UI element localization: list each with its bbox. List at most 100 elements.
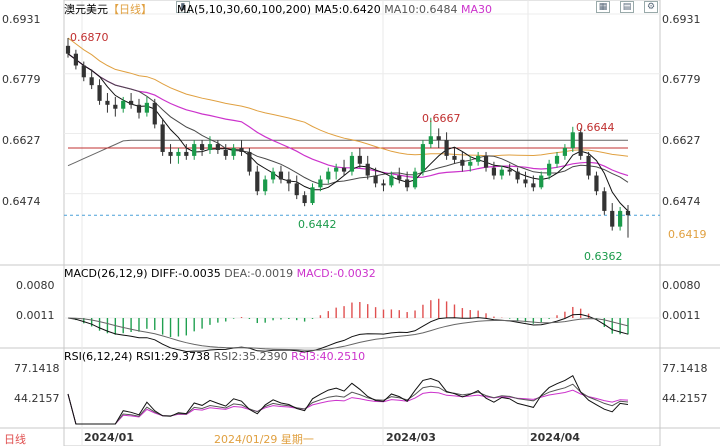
rsi-3: RSI3:40.2510 (291, 350, 366, 363)
candle-body-62 (554, 155, 560, 164)
ma30-line (67, 53, 629, 179)
grid-icon[interactable]: ▦ (596, 1, 610, 13)
ma5-value: MA5:0.6420 (314, 3, 381, 16)
candle-body-3 (89, 77, 94, 86)
candle-body-60 (539, 175, 544, 188)
y-tick-right-1: 0.6779 (662, 73, 701, 86)
candle-body-26 (270, 171, 276, 180)
candle-body-14 (176, 151, 181, 156)
current-price-label: 0.6419 (668, 228, 707, 241)
candle-body-61 (547, 163, 552, 176)
macd-value: MACD:-0.0032 (296, 267, 376, 280)
candle-body-13 (168, 151, 173, 156)
candle-body-64 (570, 132, 575, 149)
candle-body-2 (81, 65, 86, 78)
annot-high-1: 0.6870 (70, 31, 109, 44)
macd-dea: DEA:-0.0019 (224, 267, 294, 280)
candle-body-63 (562, 148, 568, 156)
plot-frame (63, 0, 661, 446)
candle-body-20 (223, 149, 228, 156)
candle-body-70 (618, 210, 623, 227)
candle-body-56 (507, 169, 512, 172)
candle-body-65 (578, 132, 583, 156)
candle-body-25 (263, 179, 268, 192)
ma-params: MA(5,10,30,60,100,200) (177, 3, 312, 16)
candle-body-32 (318, 179, 323, 188)
ma60-line (67, 37, 629, 157)
candle-body-42 (397, 175, 402, 180)
candle-body-54 (491, 167, 497, 176)
candle-body-68 (602, 191, 607, 211)
candle-body-67 (594, 175, 599, 192)
y-tick-left-0: 0.6931 (2, 13, 41, 26)
annot-high-3: 0.6644 (576, 121, 615, 134)
ma10-value: MA10:0.6484 (384, 3, 458, 16)
rsi-tick-right-0: 77.1418 (662, 362, 708, 375)
y-tick-left-2: 0.6627 (2, 134, 41, 147)
candle-body-34 (334, 167, 339, 172)
macd-diff: DIFF:-0.0035 (151, 267, 221, 280)
macd-tick-right-1: 0.0011 (662, 309, 701, 322)
chart-type-icon[interactable]: ▮ (176, 1, 190, 13)
candle-body-57 (515, 171, 520, 180)
footer-mode[interactable]: 日线 (4, 433, 26, 446)
rsi-tick-right-1: 44.2157 (662, 392, 708, 405)
y-tick-left-3: 0.6474 (2, 195, 41, 208)
rsi2-line (67, 383, 629, 425)
candle-body-7 (121, 100, 126, 109)
price-legend: 澳元美元【日线】 MA(5,10,30,60,100,200) MA5:0.64… (64, 1, 492, 17)
candle-body-53 (483, 155, 489, 168)
macd-legend: MACD(26,12,9) DIFF:-0.0035 DEA:-0.0019 M… (64, 267, 376, 280)
candle-body-44 (412, 171, 418, 188)
candle-body-11 (152, 102, 157, 125)
rsi-tick-left-0: 77.1418 (14, 362, 60, 375)
candle-body-59 (531, 183, 536, 188)
candle-body-50 (460, 159, 465, 166)
y-tick-right-0: 0.6931 (662, 13, 701, 26)
candle-body-36 (349, 155, 355, 172)
settings-icon[interactable]: ⚙ (644, 1, 658, 13)
candle-body-47 (436, 136, 441, 141)
candle-body-49 (452, 155, 457, 160)
annot-high-2: 0.6667 (422, 112, 461, 125)
candle-body-27 (278, 171, 284, 180)
candle-body-33 (326, 171, 331, 180)
candle-body-18 (207, 144, 213, 150)
ma200-line (67, 139, 628, 167)
ma5-line (67, 53, 629, 212)
candle-body-48 (444, 140, 449, 156)
candle-body-23 (247, 151, 252, 172)
ma10-line (67, 53, 629, 185)
rsi1-line (67, 374, 629, 425)
candle-body-9 (136, 104, 142, 113)
rsi-tick-left-1: 44.2157 (14, 392, 60, 405)
y-tick-left-1: 0.6779 (2, 73, 41, 86)
rsi-title: RSI(6,12,24) (64, 350, 133, 363)
macd-dea-line (67, 317, 629, 351)
candle-body-19 (215, 144, 220, 150)
candle-body-6 (113, 104, 118, 109)
candle-body-24 (255, 171, 260, 192)
candle-body-22 (239, 148, 244, 152)
candle-body-40 (381, 183, 386, 186)
candle-body-58 (523, 179, 528, 184)
candle-body-51 (468, 161, 473, 166)
candle-body-71 (625, 210, 631, 216)
candle-body-66 (586, 155, 591, 176)
cursor-date: 2024/01/29 星期一 (214, 433, 314, 446)
layout-icon[interactable]: ▤ (620, 1, 634, 13)
rsi-1: RSI1:29.3738 (135, 350, 211, 363)
candle-body-4 (97, 85, 102, 101)
candle-body-0 (65, 45, 71, 54)
annot-low-2: 0.6362 (584, 250, 623, 263)
candle-body-29 (294, 183, 299, 196)
candle-body-10 (144, 102, 149, 113)
macd-tick-right-0: 0.0080 (662, 279, 701, 292)
candle-body-43 (405, 179, 410, 188)
period-label[interactable]: 【日线】 (108, 3, 152, 16)
candle-body-37 (357, 155, 362, 164)
macd-tick-left-1: 0.0011 (16, 309, 55, 322)
candle-body-55 (499, 169, 504, 176)
date-label-1: 2024/01 (84, 431, 134, 444)
